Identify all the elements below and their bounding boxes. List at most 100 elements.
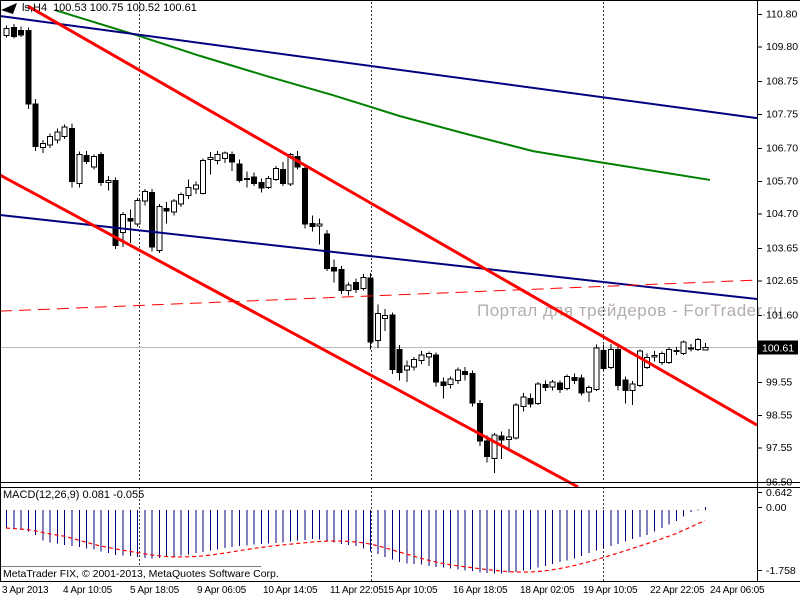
candle-bear	[396, 348, 403, 373]
candle-bull	[192, 184, 199, 190]
candle-bull	[207, 156, 214, 161]
candle-bull	[54, 131, 61, 141]
candle-bull	[141, 190, 148, 202]
price-axis-label: 102.65	[766, 275, 798, 287]
candle-bull	[513, 404, 520, 439]
candle-bear	[352, 281, 359, 291]
candle-bull	[651, 355, 658, 358]
candle-bear	[389, 314, 396, 371]
candle-bull	[243, 177, 250, 180]
candle-bull	[360, 276, 367, 289]
candle-bear	[127, 218, 134, 222]
price-axis-label: 107.75	[766, 108, 798, 120]
price-axis-label: 103.65	[766, 242, 798, 254]
mouse-cursor-icon	[1, 3, 17, 14]
candle-bear	[251, 176, 258, 185]
candle-bear	[484, 440, 491, 457]
candle-bull	[265, 177, 272, 188]
price-axis-label: 106.70	[766, 143, 798, 155]
candle-bull	[374, 312, 381, 342]
candle-bear	[229, 154, 236, 163]
candle-bear	[163, 208, 170, 212]
trendline-red-dashed[interactable]	[0, 279, 758, 312]
candle-bear	[10, 27, 17, 37]
candle-bull	[629, 383, 636, 391]
candle-bull	[666, 348, 673, 364]
candle-bull	[76, 154, 83, 185]
time-axis-label: 4 Apr 10:05	[63, 585, 113, 596]
candle-bear	[498, 435, 505, 441]
trendline-navy-upper[interactable]	[0, 14, 758, 120]
macd-signal-line	[5, 519, 706, 573]
candle-bull	[200, 160, 207, 194]
moving-average-line[interactable]	[54, 9, 711, 181]
candle-bull	[695, 339, 702, 350]
price-axis-label: 97.55	[766, 442, 792, 454]
copyright-bar: MetaTrader FIX, © 2001-2013, MetaQuotes …	[1, 566, 279, 581]
candle-bull	[403, 365, 410, 371]
candle-bear	[25, 29, 32, 105]
candle-bear	[302, 167, 309, 225]
candle-bull	[134, 200, 141, 225]
candle-bear	[98, 154, 105, 184]
candle-bear	[112, 179, 119, 247]
candle-bear	[615, 348, 622, 386]
candle-bull	[47, 136, 54, 146]
indicator-label: MACD(12,26,9) 0.081 -0.055	[3, 489, 145, 501]
candle-bull	[221, 152, 228, 160]
current-price-value: 100.61	[762, 343, 794, 355]
ohlc-readout: 100.53 100.75 100.52 100.61	[53, 2, 197, 14]
time-axis-label: 9 Apr 06:05	[197, 585, 247, 596]
watermark-text: Портал для трейдеров - ForTrader.ru	[477, 301, 784, 320]
candle-bull	[658, 353, 665, 364]
candle-bear	[69, 128, 76, 183]
macd-axis-label: -1.758	[766, 565, 796, 577]
candle-bull	[382, 315, 389, 319]
price-axis-label: 104.70	[766, 208, 798, 220]
candle-bear	[571, 376, 578, 382]
candle-bull	[673, 349, 680, 353]
candle-bear	[556, 382, 563, 391]
price-axis-label: 101.60	[766, 310, 798, 322]
candle-bull	[90, 155, 97, 168]
candle-bull	[287, 154, 294, 185]
current-price-tag	[758, 340, 798, 355]
candle-bull	[156, 205, 163, 251]
trendline-red-upper[interactable]	[27, 4, 758, 427]
price-axis-label: 108.75	[766, 76, 798, 88]
candle-bear	[331, 267, 338, 272]
price-axis-label: 109.80	[766, 41, 798, 53]
candle-bull	[491, 434, 498, 459]
trendline-red-lower[interactable]	[0, 173, 579, 489]
candle-bull	[454, 369, 461, 382]
candle-bull	[549, 381, 556, 388]
candle-bear	[280, 168, 287, 185]
candle-bear	[527, 398, 534, 405]
candle-bull	[593, 347, 600, 391]
candle-bull	[418, 354, 425, 361]
candle-bull	[272, 167, 279, 180]
candle-bull	[687, 347, 694, 350]
price-axis-label: 110.80	[766, 9, 797, 21]
time-axis-label: 5 Apr 18:05	[130, 585, 180, 596]
candle-bear	[338, 268, 345, 292]
candle-bear	[32, 103, 39, 148]
candle-bear	[578, 377, 585, 394]
candle-bear	[622, 379, 629, 391]
trendline-navy-lower[interactable]	[0, 213, 758, 301]
candle-bull	[61, 126, 68, 138]
candle-bull	[636, 350, 643, 386]
candle-bear	[469, 372, 476, 404]
candle-bull	[411, 358, 418, 368]
candle-bear	[440, 381, 447, 386]
candle-bull	[214, 154, 221, 162]
candle-bull	[607, 348, 614, 368]
candle-bear	[18, 29, 25, 36]
candle-bear	[367, 277, 374, 343]
candle-bull	[535, 383, 542, 404]
price-axis-label: 96.50	[766, 476, 792, 488]
candle-bull	[185, 186, 192, 197]
candle-bull	[505, 436, 512, 440]
candle-bull	[105, 179, 112, 184]
